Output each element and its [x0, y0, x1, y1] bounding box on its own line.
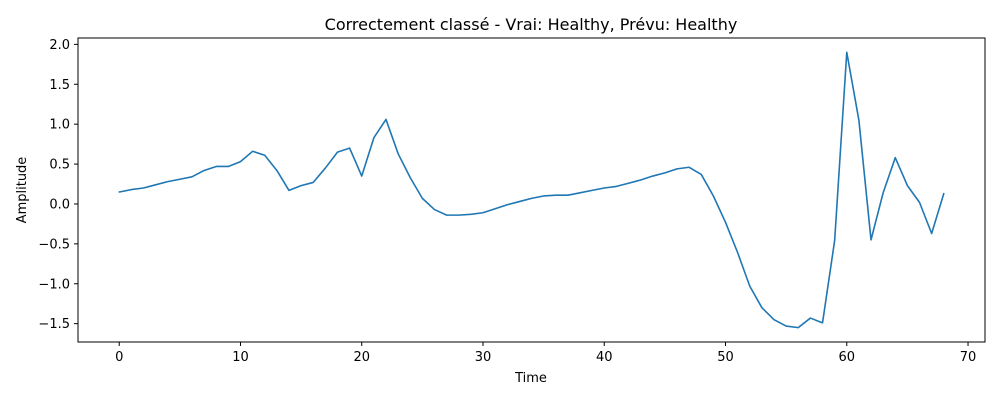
y-tick-label: 0.5 — [49, 158, 70, 173]
y-tick-label: −0.5 — [38, 237, 70, 252]
x-axis-label: Time — [514, 371, 547, 386]
x-tick-label: 20 — [353, 350, 370, 365]
y-tick-label: 0.0 — [49, 197, 70, 212]
x-tick-label: 40 — [596, 350, 613, 365]
y-tick-label: 1.5 — [49, 78, 70, 93]
y-axis: −1.5 −1.0 −0.5 0.0 0.5 1.0 1.5 2.0 — [38, 38, 78, 332]
x-tick-label: 10 — [232, 350, 249, 365]
series-line-0 — [118, 51, 945, 329]
plot-frame — [77, 37, 986, 343]
y-tick-label: 1.0 — [49, 118, 70, 133]
y-axis-label: Amplitude — [15, 157, 30, 224]
x-axis: 0 10 20 30 40 50 60 70 — [115, 342, 976, 365]
y-tick-label: −1.0 — [38, 277, 70, 292]
x-tick-label: 60 — [838, 350, 855, 365]
chart-title: Correctement classé - Vrai: Healthy, Pré… — [325, 15, 738, 34]
x-tick-label: 70 — [960, 350, 977, 365]
x-tick-label: 0 — [115, 350, 123, 365]
y-tick-label: 2.0 — [49, 38, 70, 53]
x-tick-label: 50 — [717, 350, 734, 365]
x-tick-label: 30 — [475, 350, 492, 365]
y-tick-label: −1.5 — [38, 317, 70, 332]
